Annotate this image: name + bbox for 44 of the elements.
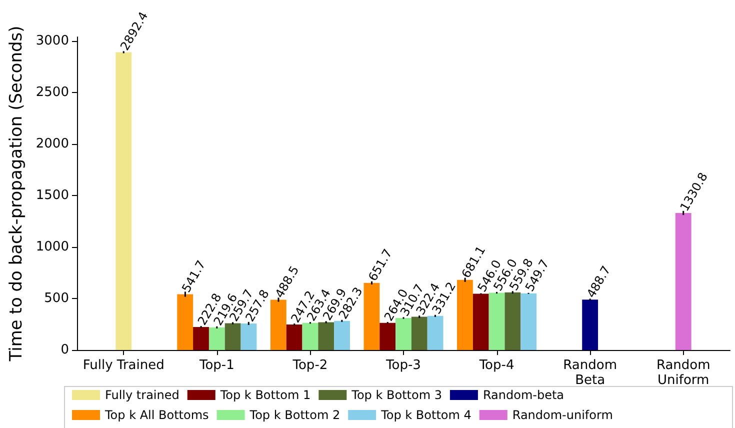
y-tick-label: 500 bbox=[44, 291, 69, 306]
bar bbox=[504, 292, 521, 350]
legend-label: Top k Bottom 2 bbox=[248, 408, 340, 422]
bar bbox=[240, 323, 257, 350]
bar bbox=[427, 316, 444, 350]
bar bbox=[457, 280, 473, 350]
x-tick-label: Top-3 bbox=[385, 358, 421, 373]
bar bbox=[177, 294, 194, 350]
y-tick-label: 2500 bbox=[36, 85, 69, 100]
bar bbox=[318, 322, 334, 350]
bar bbox=[380, 322, 396, 350]
bar bbox=[193, 327, 209, 350]
bar bbox=[302, 322, 318, 350]
bar bbox=[116, 52, 132, 350]
bar bbox=[675, 212, 692, 350]
legend-label: Random-beta bbox=[482, 388, 564, 402]
legend-label: Random-uniform bbox=[512, 408, 613, 422]
bar bbox=[334, 320, 350, 350]
x-tick-label: Top-4 bbox=[478, 358, 514, 373]
x-tick-label: Random Beta bbox=[563, 358, 617, 388]
y-tick-label: 1000 bbox=[36, 240, 69, 255]
bar bbox=[364, 282, 380, 350]
y-tick-label: 1500 bbox=[36, 188, 69, 204]
legend-label: Top k All Bottoms bbox=[104, 408, 209, 422]
bar bbox=[582, 300, 598, 350]
bar bbox=[488, 292, 505, 350]
y-axis-title: Time to do back-propagation (Seconds) bbox=[6, 26, 26, 362]
legend-label: Fully trained bbox=[105, 388, 180, 402]
bar bbox=[472, 294, 489, 350]
bar bbox=[270, 300, 286, 350]
x-tick-label: Top-1 bbox=[198, 358, 234, 373]
bar bbox=[520, 293, 537, 350]
y-tick-label: 2000 bbox=[36, 136, 69, 152]
legend-label: Top k Bottom 1 bbox=[219, 388, 311, 402]
bar bbox=[286, 324, 302, 350]
y-tick-label: 3000 bbox=[36, 34, 69, 49]
x-tick-label: Top-2 bbox=[292, 358, 328, 373]
bar bbox=[411, 316, 428, 350]
x-tick-label: Random Uniform bbox=[656, 358, 710, 388]
legend-label: Top k Bottom 3 bbox=[350, 388, 442, 402]
legend-label: Top k Bottom 4 bbox=[380, 408, 472, 422]
x-tick-label: Fully Trained bbox=[82, 358, 164, 373]
bar bbox=[208, 327, 225, 350]
y-tick-label: 0 bbox=[60, 342, 69, 358]
